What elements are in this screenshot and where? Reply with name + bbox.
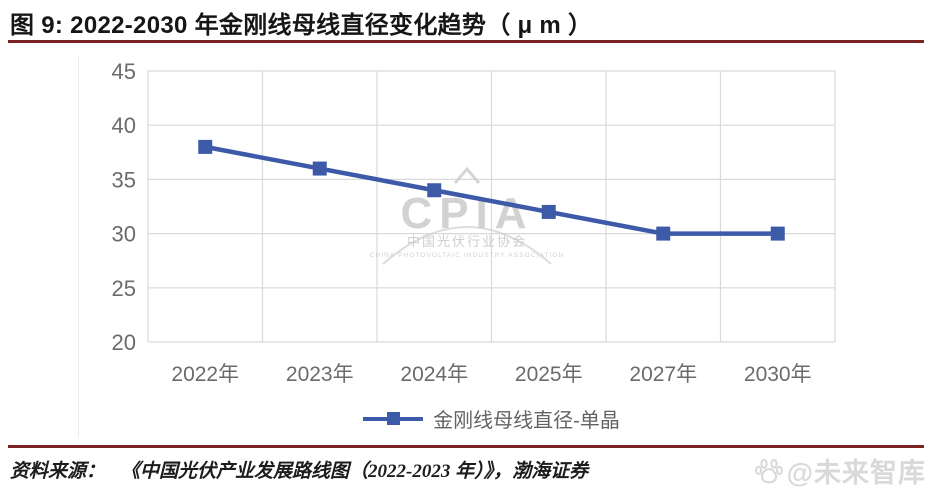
title-rule bbox=[8, 40, 924, 43]
x-tick-label: 2027年 bbox=[629, 363, 697, 386]
y-tick-label: 30 bbox=[112, 222, 136, 247]
source-line: 资料来源： 《中国光伏产业发展路线图（2022-2023 年）》，渤海证券 bbox=[10, 456, 588, 483]
data-point-marker bbox=[770, 226, 785, 241]
page-title: 图 9: 2022-2030 年金刚线母线直径变化趋势（ μ m ） bbox=[10, 12, 593, 39]
source-text: 《中国光伏产业发展路线图（2022-2023 年）》，渤海证券 bbox=[121, 461, 589, 482]
x-tick-label: 2030年 bbox=[744, 363, 812, 386]
x-tick-label: 2025年 bbox=[515, 363, 583, 386]
y-tick-label: 25 bbox=[112, 276, 136, 301]
legend-series-marker-icon bbox=[363, 411, 424, 425]
x-tick-label: 2022年 bbox=[171, 363, 239, 386]
cpia-watermark-cn: 中国光伏行业协会 bbox=[407, 234, 527, 249]
x-tick-label: 2024年 bbox=[400, 363, 468, 386]
y-tick-label: 35 bbox=[112, 167, 136, 192]
x-tick-label: 2023年 bbox=[286, 363, 354, 386]
chart-card-edge bbox=[78, 55, 79, 438]
data-point-marker bbox=[541, 204, 556, 219]
footer-rule bbox=[8, 445, 924, 448]
cpia-arc-icon bbox=[382, 226, 552, 265]
legend-series-label: 金刚线母线直径-单晶 bbox=[433, 409, 620, 432]
series-line bbox=[204, 144, 778, 236]
legend-square bbox=[387, 411, 401, 425]
y-tick-label: 45 bbox=[112, 59, 136, 84]
watermark-text: @未来智库 bbox=[786, 458, 926, 488]
data-point-marker bbox=[198, 139, 213, 154]
source-label: 资料来源： bbox=[10, 461, 106, 482]
y-tick-label: 40 bbox=[112, 113, 136, 138]
y-tick-label: 20 bbox=[112, 330, 136, 355]
data-point-marker bbox=[427, 183, 442, 198]
baidu-paw-icon bbox=[754, 458, 783, 483]
cpia-watermark-en: CHINA PHOTOVOLTAIC INDUSTRY ASSOCIATION bbox=[370, 252, 565, 259]
data-point-marker bbox=[312, 161, 327, 176]
chart-legend: 金刚线母线直径-单晶 bbox=[148, 405, 835, 432]
future-thinktank-watermark: @未来智库 bbox=[754, 451, 926, 490]
cpia-roof-icon bbox=[453, 166, 481, 184]
data-point-marker bbox=[656, 226, 671, 241]
